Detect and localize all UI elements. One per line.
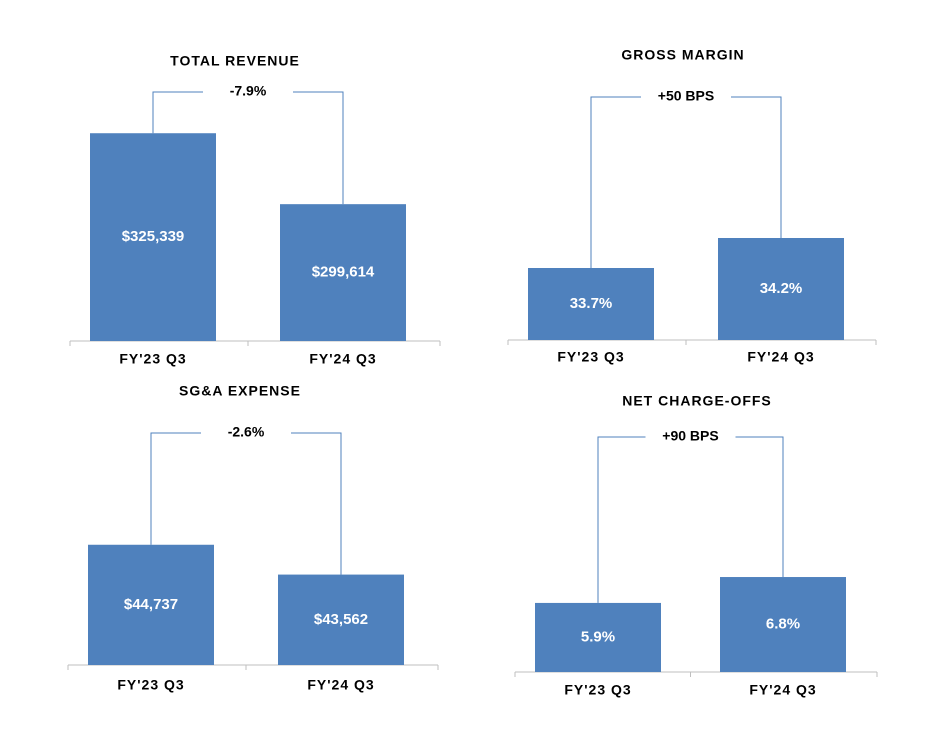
change-annotation: +90 BPS: [662, 428, 718, 444]
change-annotation: +50 BPS: [658, 88, 714, 104]
chart-title: SG&A EXPENSE: [179, 383, 301, 399]
category-label: FY'24 Q3: [747, 349, 814, 365]
change-bracket: [152, 91, 344, 205]
value-label: $325,339: [122, 228, 185, 245]
value-label: 33.7%: [570, 295, 613, 312]
bar: [718, 238, 844, 340]
category-label: FY'23 Q3: [557, 349, 624, 365]
bar: [90, 133, 216, 341]
change-annotation: -7.9%: [230, 83, 267, 99]
category-label: FY'23 Q3: [119, 351, 186, 367]
bar: [278, 574, 404, 665]
category-label: FY'24 Q3: [307, 677, 374, 693]
bar: [280, 204, 406, 341]
chart-title: GROSS MARGIN: [621, 47, 744, 63]
change-bracket: [597, 436, 784, 603]
value-label: $299,614: [312, 264, 375, 281]
change-bracket: [150, 432, 342, 575]
category-label: FY'23 Q3: [564, 682, 631, 698]
category-label: FY'23 Q3: [117, 677, 184, 693]
value-label: $43,562: [314, 611, 368, 628]
chart-title: TOTAL REVENUE: [170, 53, 300, 69]
bar: [535, 602, 661, 672]
chart-title: NET CHARGE-OFFS: [622, 393, 772, 409]
value-label: 34.2%: [760, 280, 803, 297]
value-label: 6.8%: [766, 615, 800, 632]
category-label: FY'24 Q3: [309, 351, 376, 367]
change-bracket: [590, 96, 782, 268]
bar: [720, 577, 846, 672]
value-label: $44,737: [124, 596, 178, 613]
bar: [528, 268, 654, 340]
change-annotation: -2.6%: [228, 424, 265, 440]
category-label: FY'24 Q3: [749, 682, 816, 698]
value-label: 5.9%: [581, 628, 615, 645]
bar: [88, 544, 214, 665]
